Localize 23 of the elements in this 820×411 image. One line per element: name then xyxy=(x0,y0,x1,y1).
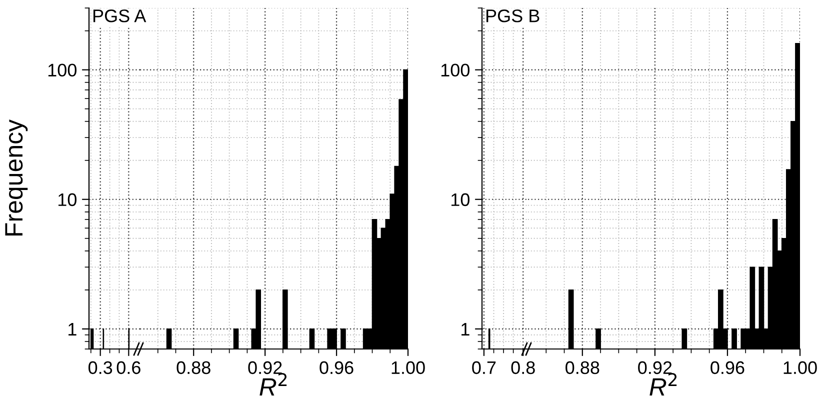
x-tick-label: 1.00 xyxy=(392,361,425,374)
x-tick-label: 0.88 xyxy=(566,361,600,374)
y-tick-label: 100 xyxy=(48,64,76,77)
x-tick-label: 0.96 xyxy=(710,361,744,374)
annotation: PGS B xyxy=(486,9,540,22)
x-tick-label: 0.7 xyxy=(472,361,496,374)
annotation: PGS A xyxy=(93,9,146,22)
x-tick-label: 0.6 xyxy=(116,361,140,374)
y-tick-label: 10 xyxy=(58,193,76,206)
y-axis-title: Frequency xyxy=(5,119,28,236)
x-tick-label: 0.92 xyxy=(248,361,282,374)
x-tick-label: 0.8 xyxy=(511,361,535,374)
y-tick-label: 100 xyxy=(441,64,470,77)
x-tick-label: 0.92 xyxy=(638,361,672,374)
x-axis-title: R$^{2}$ xyxy=(650,373,677,396)
y-tick-label: 1 xyxy=(68,323,76,336)
x-tick-label: 0.88 xyxy=(176,361,210,374)
x-tick-label: 0.96 xyxy=(320,361,354,374)
x-axis-title: R$^{2}$ xyxy=(260,373,287,396)
y-tick-label: 10 xyxy=(451,193,470,206)
y-tick-label: 1 xyxy=(462,323,470,336)
x-tick-label: 0.3 xyxy=(88,361,112,374)
x-tick-label: 1.00 xyxy=(784,361,817,374)
